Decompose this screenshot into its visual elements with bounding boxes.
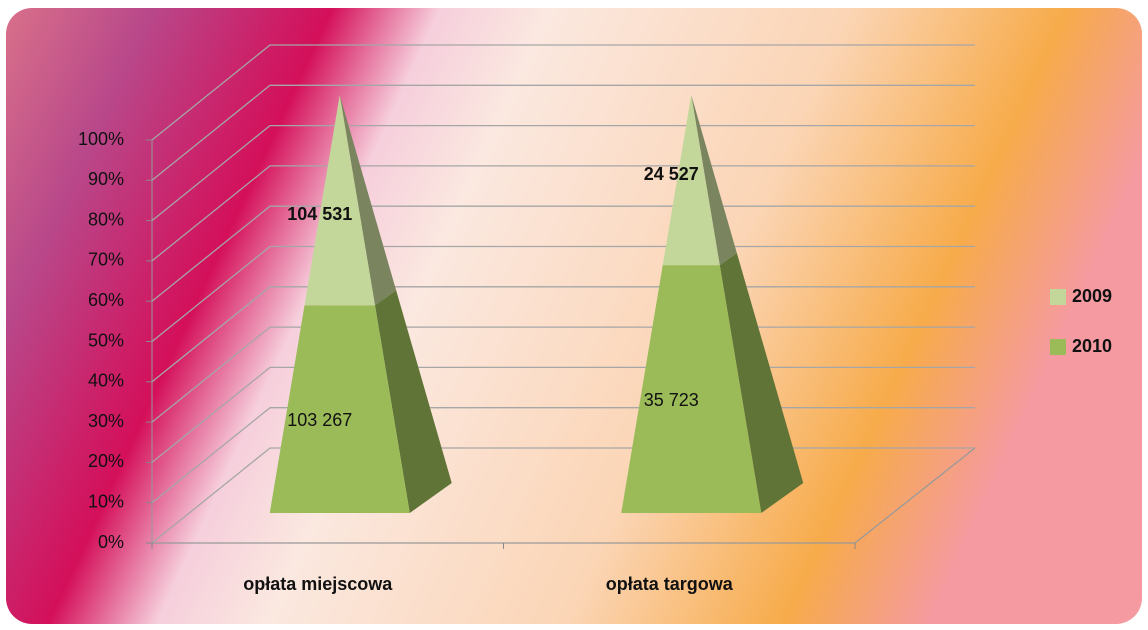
pyramid-front [662, 95, 720, 266]
legend-swatch [1050, 339, 1066, 355]
grid-line [151, 205, 975, 302]
pyramid-side [339, 95, 397, 306]
x-tick-label: opłata targowa [606, 574, 734, 594]
y-tick-label: 80% [88, 209, 124, 229]
legend-label: 2010 [1072, 336, 1112, 356]
y-tick-label: 10% [88, 491, 124, 511]
y-tick-label: 60% [88, 290, 124, 310]
y-tick-label: 70% [88, 250, 124, 270]
pyramid-side [374, 290, 452, 513]
grid-line [151, 84, 975, 181]
y-tick-label: 100% [78, 129, 124, 149]
y-tick-label: 90% [88, 169, 124, 189]
legend-swatch [1050, 289, 1066, 305]
y-tick-label: 30% [88, 411, 124, 431]
data-label: 24 527 [644, 164, 699, 184]
x-tick-label: opłata miejscowa [243, 574, 393, 594]
y-tick-label: 20% [88, 451, 124, 471]
grid-line [151, 245, 975, 343]
pyramid-front [269, 305, 410, 513]
data-label: 104 531 [287, 204, 352, 224]
background [6, 8, 1142, 624]
grid-line [151, 124, 975, 222]
grid-line [151, 44, 975, 141]
data-label: 103 267 [287, 410, 352, 430]
pyramid-side [691, 95, 737, 266]
pyramid-side [719, 252, 804, 513]
grid-line [151, 165, 975, 262]
pyramid-front [621, 265, 762, 513]
data-label: 35 723 [644, 390, 699, 410]
pyramid-front [304, 95, 375, 306]
y-tick-label: 50% [88, 330, 124, 350]
y-tick-label: 0% [98, 532, 124, 552]
legend-label: 2009 [1072, 286, 1112, 306]
y-tick-label: 40% [88, 371, 124, 391]
